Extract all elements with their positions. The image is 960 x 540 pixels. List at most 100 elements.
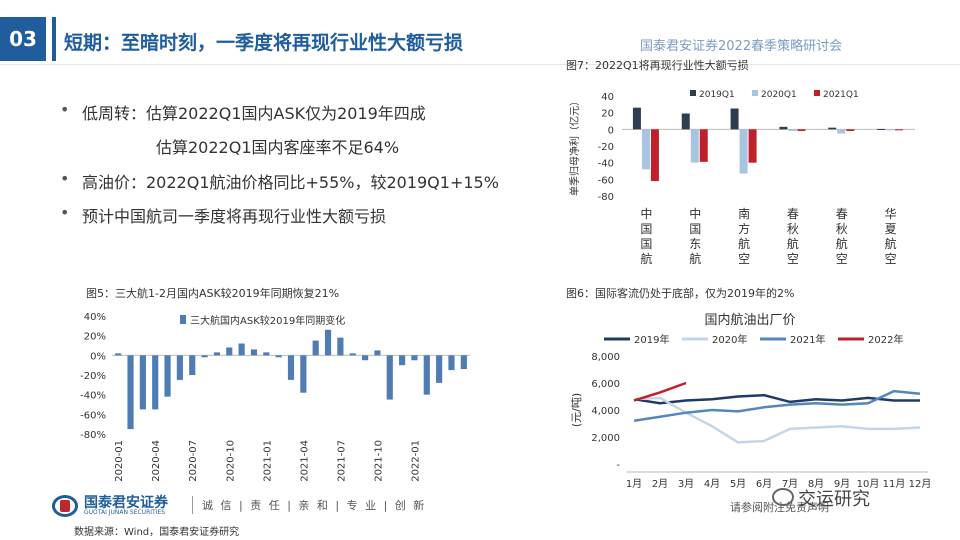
fig6-x-tick: 6月	[756, 478, 772, 490]
fig7-x-tick-char: 方	[738, 221, 750, 236]
fig7-x-tick-char: 春	[787, 207, 799, 221]
fig6-x-tick: 1月	[626, 478, 642, 490]
fig5-y-tick: 0%	[90, 351, 106, 362]
fig5-bar	[250, 349, 258, 356]
fig7-bar	[828, 127, 837, 130]
fig6-y-axis-label: (元/吨)	[570, 393, 583, 427]
fig6-legend-label: 2019年	[634, 333, 669, 346]
fig7-x-tick-char: 空	[885, 252, 897, 266]
section-number: 03	[0, 17, 46, 61]
fig5-bar	[300, 355, 307, 393]
fig7-x-tick-char: 秋	[787, 222, 799, 236]
fig7-bar	[681, 113, 690, 130]
fig5-y-tick: -20%	[80, 371, 106, 382]
fig5-y-tick: 20%	[84, 332, 106, 343]
company-logo: 国泰君安证券 GUOTAI JUNAN SECURITIES 诚 信 | 责 任…	[52, 492, 482, 520]
fig5-x-tick: 2020-10	[225, 440, 236, 482]
fig6-y-tick: 4,000	[591, 406, 620, 417]
fig7-x-tick-char: 中	[689, 206, 701, 221]
fig6-x-tick: 7月	[782, 478, 798, 490]
fig5-x-tick: 2021-04	[299, 440, 310, 482]
fig5-y-tick: -80%	[80, 430, 106, 441]
logo-slogan: 诚 信 | 责 任 | 亲 和 | 专 业 | 创 新	[202, 499, 427, 512]
fig5-bar	[423, 355, 430, 395]
fig5-legend-swatch	[180, 315, 186, 324]
fig5-y-tick: 40%	[84, 312, 106, 323]
fig6-x-tick: 9月	[834, 478, 850, 490]
fig5-bar	[127, 355, 134, 430]
fig6-y-tick: 2,000	[591, 433, 620, 444]
page-title: 短期：至暗时刻，一季度将再现行业性大额亏损	[64, 32, 464, 54]
bullet-dot-icon: •	[60, 100, 70, 119]
fig7-legend-swatch	[690, 90, 696, 96]
fig7-bar	[837, 129, 846, 134]
fig7-bar	[730, 108, 739, 130]
fig6-x-tick: 3月	[678, 478, 694, 490]
bullet-dot-icon: •	[60, 169, 70, 188]
fig5-bar	[324, 329, 332, 356]
fig7-x-tick-char: 华	[885, 207, 897, 221]
bullet-text: 低周转：估算2022Q1国内ASK仅为2019年四成	[82, 104, 426, 123]
fig7-bar	[632, 107, 641, 130]
fig5-bar	[238, 343, 245, 356]
fig7-bar	[699, 129, 708, 162]
fig7-bar	[779, 126, 788, 130]
fig6-chart: 国内航油出厂价 2019年 2020年 2021年 2022年 (元/吨) 8,000 6,0…	[570, 312, 932, 490]
fig7-x-tick-char: 航	[836, 236, 848, 251]
fig7-bar	[641, 129, 650, 170]
fig5-bar	[152, 355, 159, 410]
fig5-y-tick: -40%	[80, 391, 106, 402]
fig7-bar	[788, 129, 797, 131]
fig5-x-tick: 2020-07	[188, 440, 199, 482]
fig7-y-tick: -80	[598, 192, 614, 203]
fig7-x-tick-char: 中	[640, 206, 652, 221]
fig7-bar	[748, 129, 757, 163]
fig7-x-tick-char: 东	[689, 237, 701, 251]
fig6-x-tick: 5月	[730, 478, 746, 490]
fig7-x-tick-char: 空	[787, 252, 799, 266]
fig5-bar	[275, 355, 282, 358]
fig6-series-line	[633, 393, 920, 405]
fig5-bar	[386, 355, 393, 400]
fig7-y-tick: -20	[598, 142, 614, 153]
fig5-chart: 40% 20% 0% -20% -40% -60% -80% 三大航国内ASK较2019年同期…	[80, 312, 470, 482]
fig7-x-tick-char: 航	[738, 236, 750, 251]
fig5-bar	[263, 352, 270, 356]
fig6-x-tick: 12月	[909, 478, 932, 490]
fig5-bar	[213, 352, 221, 356]
fig7-bar	[895, 129, 904, 131]
fig5-bar	[349, 353, 356, 356]
fig7-legend-label: 2019Q1	[699, 90, 735, 100]
bullet-dot-icon: •	[60, 203, 70, 222]
fig5-bar	[115, 353, 122, 356]
fig5-bar	[337, 337, 344, 356]
fig5-x-tick: 2020-04	[151, 440, 162, 482]
fig7-bar	[650, 129, 659, 181]
fig7-bar	[690, 129, 699, 163]
fig5-x-tick: 2021-07	[336, 440, 347, 482]
fig6-x-tick: 4月	[704, 478, 720, 490]
fig6-caption: 图6：国际客流仍处于底部，仅为2019年的2%	[566, 287, 795, 300]
fig7-legend-swatch	[752, 90, 758, 96]
fig5-bar	[411, 355, 418, 361]
bullet-text: 预计中国航司一季度将再现行业性大额亏损	[82, 207, 387, 226]
fig5-bar	[164, 355, 171, 397]
fig5-x-tick: 2021-10	[373, 440, 384, 482]
fig7-y-tick: -60	[598, 175, 614, 186]
fig6-legend-label: 2022年	[868, 333, 903, 346]
bullet-continuation: 估算2022Q1国内客座率不足64%	[156, 134, 399, 158]
fig5-bar	[201, 355, 208, 358]
fig5-bar	[436, 355, 443, 383]
fig7-x-tick-char: 空	[836, 252, 848, 266]
conference-name: 国泰君安证券2022春季策略研讨会	[640, 39, 843, 54]
fig7-x-tick-char: 航	[640, 251, 652, 266]
fig7-chart: 单季归母净利（亿元） 40 20 0 -20 -40 -60 -80 2019Q1 2020Q1 2…	[568, 90, 915, 266]
wechat-icon	[772, 488, 794, 506]
bullet-text: 估算2022Q1国内客座率不足64%	[156, 138, 400, 157]
fig6-legend-label: 2020年	[712, 333, 747, 346]
bullet-item: • 高油价：2022Q1航油价格同比+55%，较2019Q1+15%	[60, 169, 499, 193]
fig7-x-tick-char: 国	[640, 222, 652, 236]
fig6-x-tick: 2月	[652, 478, 668, 490]
fig5-bar	[399, 355, 406, 366]
header-divider	[0, 64, 960, 65]
